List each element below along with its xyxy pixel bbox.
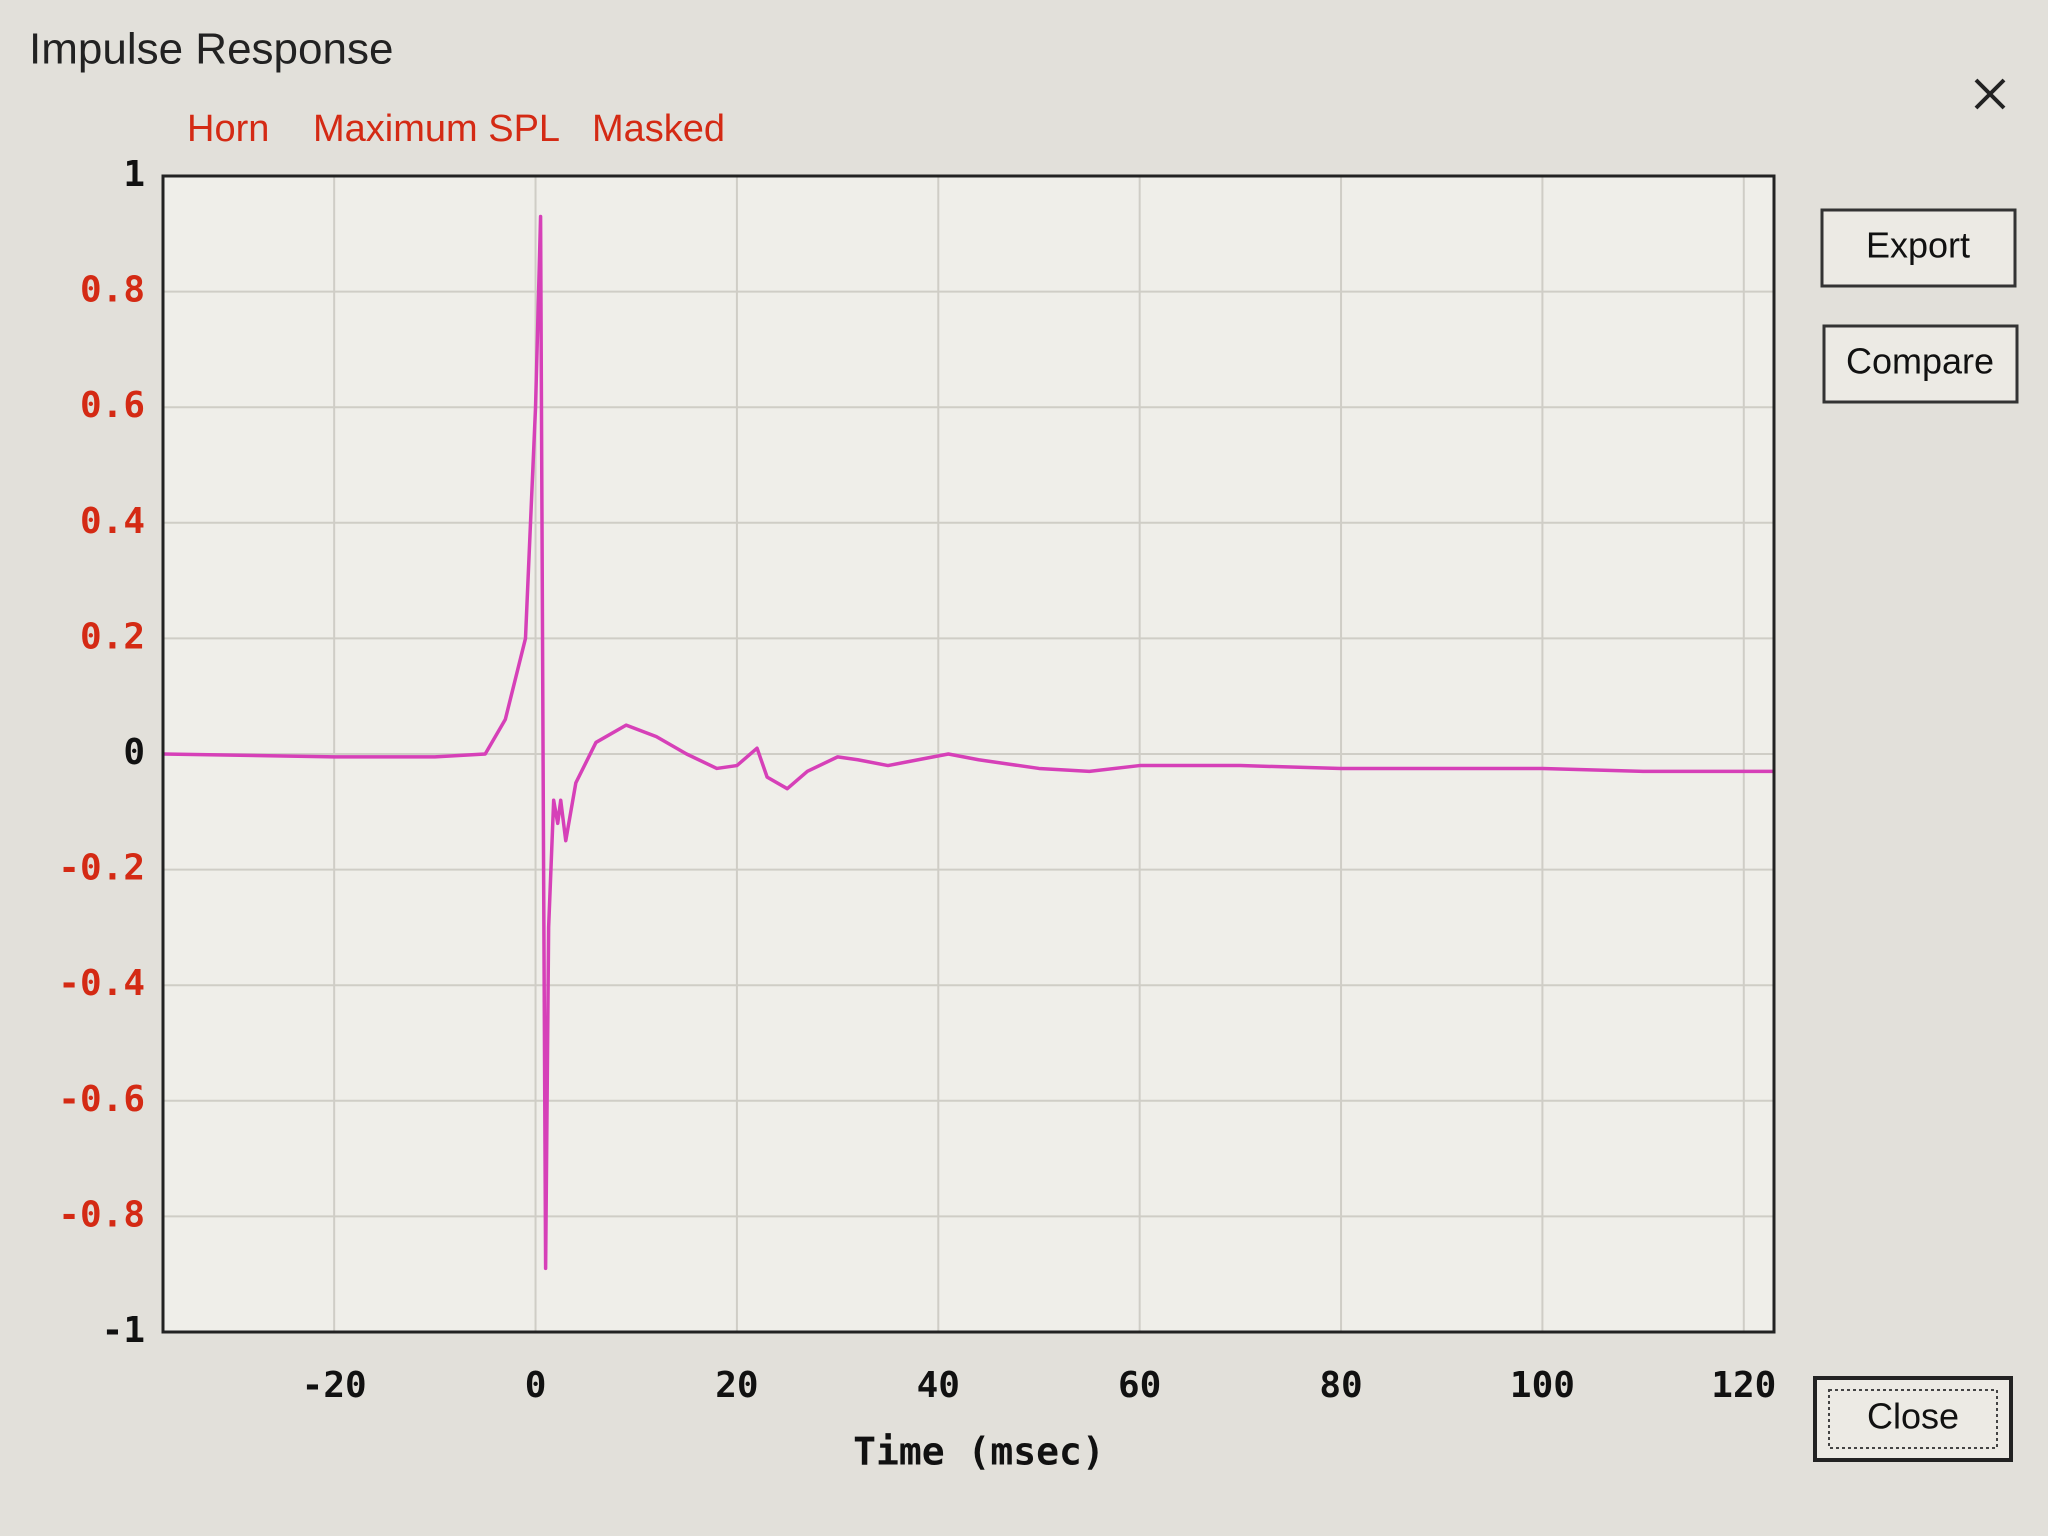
- button-frame: [1822, 324, 2019, 404]
- x-tick-label: 60: [1118, 1365, 1161, 1406]
- plot-frame: [161, 174, 1776, 1334]
- close-button[interactable]: Close: [1813, 1376, 2013, 1462]
- y-tick-label: -0.6: [58, 1079, 145, 1120]
- x-tick-label: 20: [715, 1365, 758, 1406]
- compare-button[interactable]: Compare: [1822, 324, 2019, 404]
- y-tick-label: -0.4: [58, 963, 145, 1004]
- focus-outline: [1828, 1389, 1998, 1449]
- button-frame: [1813, 1376, 2013, 1462]
- window-title: Impulse Response: [29, 25, 393, 74]
- y-tick-label: 0.6: [80, 385, 145, 426]
- y-tick-label: 0.2: [80, 616, 145, 657]
- menu-item[interactable]: Maximum SPL: [313, 108, 560, 150]
- x-tick-label: 120: [1711, 1365, 1776, 1406]
- button-frame: [1820, 208, 2017, 288]
- menu-item[interactable]: Masked: [592, 108, 725, 150]
- y-tick-label: 0.8: [80, 270, 145, 311]
- impulse-line: [162, 214, 1774, 1271]
- y-tick-label: 0: [123, 732, 145, 773]
- button-label: Export: [1866, 225, 1970, 266]
- x-axis-title: Time (msec): [853, 1430, 1105, 1474]
- close-icon-stroke: [1974, 78, 2006, 110]
- x-tick-label: 80: [1319, 1365, 1362, 1406]
- x-tick-label: 100: [1510, 1365, 1575, 1406]
- y-tick-label: -0.2: [58, 848, 145, 889]
- export-button[interactable]: Export: [1820, 208, 2017, 288]
- y-tick-label: 1: [123, 154, 145, 195]
- x-tick-label: 40: [917, 1365, 960, 1406]
- menu-item[interactable]: Horn: [187, 108, 269, 150]
- x-tick-label: 0: [525, 1365, 547, 1406]
- x-tick-label: -20: [302, 1365, 367, 1406]
- y-tick-label: -1: [102, 1310, 145, 1351]
- y-tick-label: 0.4: [80, 501, 145, 542]
- button-label: Compare: [1846, 341, 1994, 382]
- y-tick-label: -0.8: [58, 1194, 145, 1235]
- close-icon[interactable]: [1974, 78, 2006, 110]
- button-label: Close: [1867, 1396, 1959, 1437]
